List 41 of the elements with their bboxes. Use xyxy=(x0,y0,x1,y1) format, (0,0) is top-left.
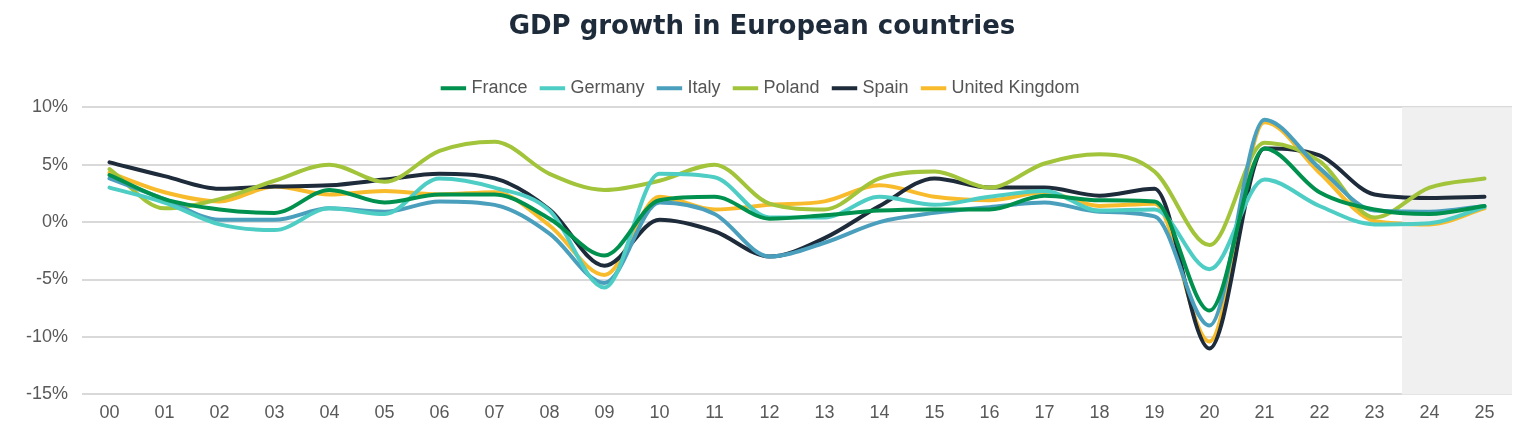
line-series xyxy=(107,139,1487,248)
x-tick-label: 03 xyxy=(264,402,285,423)
x-tick-label: 13 xyxy=(814,402,835,423)
x-tick-label: 19 xyxy=(1144,402,1165,423)
x-tick-label: 25 xyxy=(1474,402,1495,423)
y-tick-label: -5% xyxy=(36,268,69,289)
x-tick-label: 24 xyxy=(1419,402,1440,423)
x-tick-label: 05 xyxy=(374,402,395,423)
chart-title: GDP growth in European countries xyxy=(508,10,1016,41)
y-tick-label: 5% xyxy=(42,153,69,174)
x-tick-label: 15 xyxy=(924,402,945,423)
legend-label: Spain xyxy=(862,77,909,98)
legend-label: Italy xyxy=(687,77,721,98)
x-tick-label: 21 xyxy=(1254,402,1275,423)
legend-label: United Kingdom xyxy=(951,77,1080,98)
x-tick-label: 14 xyxy=(869,402,890,423)
x-tick-label: 00 xyxy=(99,402,120,423)
x-tick-label: 18 xyxy=(1089,402,1110,423)
x-tick-label: 16 xyxy=(979,402,1000,423)
y-tick-label: -15% xyxy=(25,383,69,404)
legend-label: Germany xyxy=(570,77,645,98)
x-tick-label: 10 xyxy=(649,402,670,423)
x-tick-label: 08 xyxy=(539,402,560,423)
legend-label: France xyxy=(471,77,528,98)
x-tick-label: 06 xyxy=(429,402,450,423)
line-series xyxy=(107,146,1487,313)
x-tick-label: 09 xyxy=(594,402,615,423)
x-tick-label: 01 xyxy=(154,402,175,423)
x-tick-label: 23 xyxy=(1364,402,1385,423)
x-tick-label: 22 xyxy=(1309,402,1330,423)
x-tick-label: 02 xyxy=(209,402,230,423)
x-tick-label: 17 xyxy=(1034,402,1055,423)
x-tick-label: 04 xyxy=(319,402,340,423)
y-tick-label: 0% xyxy=(42,211,69,232)
x-tick-label: 20 xyxy=(1199,402,1220,423)
x-tick-label: 07 xyxy=(484,402,505,423)
x-tick-label: 11 xyxy=(705,402,724,423)
legend-label: Poland xyxy=(763,77,820,98)
y-tick-label: 10% xyxy=(31,96,69,117)
y-tick-label: -10% xyxy=(25,325,69,346)
x-tick-label: 12 xyxy=(759,402,780,423)
